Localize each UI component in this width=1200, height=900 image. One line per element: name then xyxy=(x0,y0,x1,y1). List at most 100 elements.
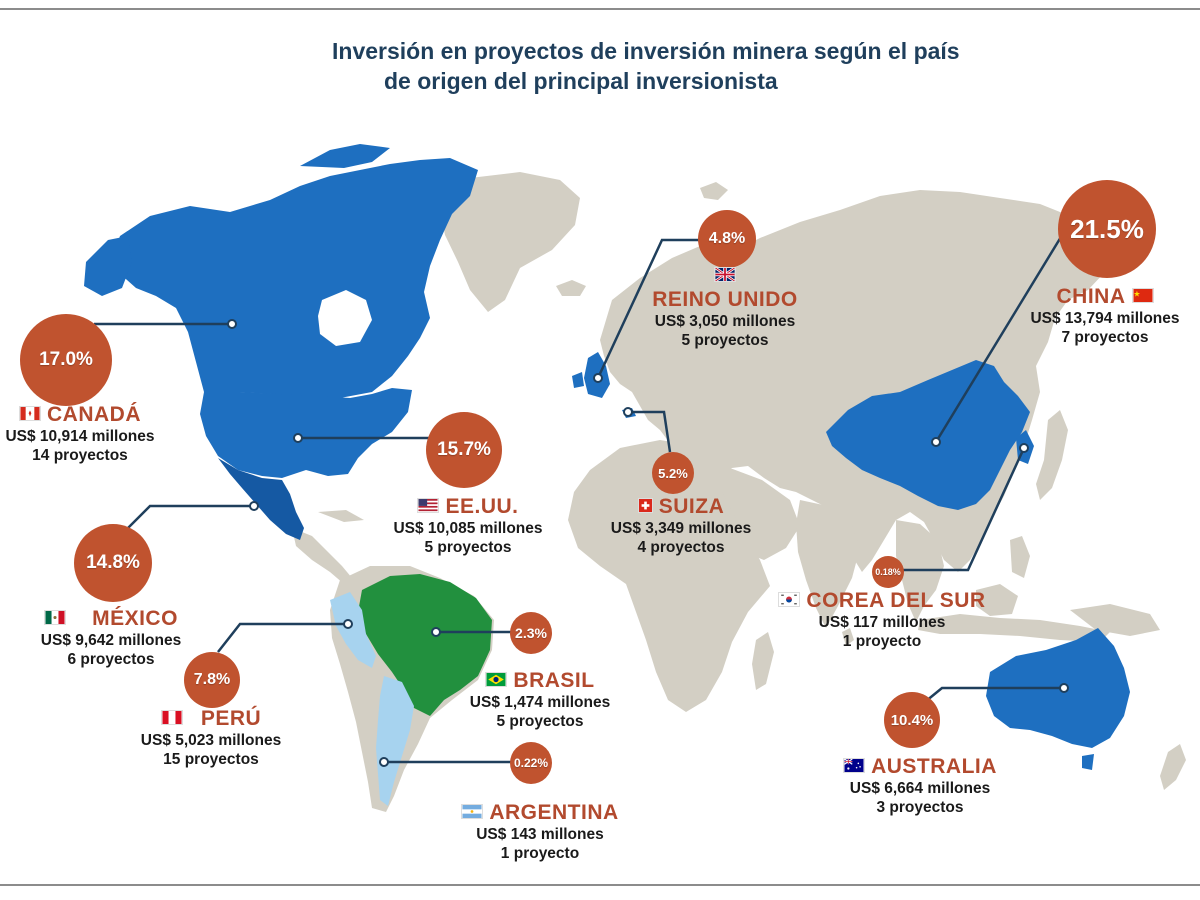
brazil-label: BRASIL US$ 1,474 millones 5 proyectos xyxy=(440,668,640,731)
korea-name-text: COREA DEL SUR xyxy=(806,589,986,612)
uk-leader xyxy=(596,238,700,379)
usa-dot xyxy=(293,433,303,443)
china-dot xyxy=(931,437,941,447)
argentina-dot xyxy=(379,757,389,767)
uk-flag-icon xyxy=(714,267,736,283)
peru-bubble: 7.8% xyxy=(184,652,240,708)
leader-dots xyxy=(227,319,1069,767)
suiza-projects: 4 proyectos xyxy=(637,539,725,556)
china-projects: 7 proyectos xyxy=(1061,329,1149,346)
canada-amount: US$ 10,914 millones xyxy=(5,428,155,445)
canada-flag-icon xyxy=(19,405,41,421)
australia-flag-icon xyxy=(843,757,866,773)
mexico-amount: US$ 9,642 millones xyxy=(40,632,182,649)
mexico-shape xyxy=(218,458,304,540)
central-america-shape xyxy=(292,528,352,584)
uk-name: REINO UNIDO xyxy=(652,288,798,311)
argentina-amount: US$ 143 millones xyxy=(476,826,604,843)
suiza-name-text: SUIZA xyxy=(658,495,725,518)
korea-projects: 1 proyecto xyxy=(842,633,922,650)
hudson-bay-shape xyxy=(318,290,372,346)
new-zealand-shape xyxy=(1160,744,1186,790)
argentina-name: ARGENTINA xyxy=(430,800,650,825)
brazil-projects: 5 proyectos xyxy=(496,713,584,730)
borneo-shape xyxy=(976,584,1018,616)
uk-label: REINO UNIDO US$ 3,050 millones 5 proyect… xyxy=(630,267,820,350)
bottom-frame-line xyxy=(0,884,1200,886)
leader-lines xyxy=(94,231,1066,764)
sri-lanka-shape xyxy=(842,628,854,646)
indonesia-shape xyxy=(918,614,1110,642)
japan-shape xyxy=(1036,410,1068,500)
title-line-2: de origen del principal inversionista xyxy=(384,68,778,94)
peru-label: PERÚ US$ 5,023 millones 15 proyectos xyxy=(116,706,306,769)
brazil-amount: US$ 1,474 millones xyxy=(469,694,611,711)
mexico-dot xyxy=(249,501,259,511)
canada-name: CANADÁ xyxy=(0,402,160,427)
australia-dot xyxy=(1059,683,1069,693)
brazil-name-text: BRASIL xyxy=(513,669,595,692)
korea-dot xyxy=(1019,443,1029,453)
china-shape xyxy=(826,360,1030,510)
ireland-shape xyxy=(572,372,584,388)
china-bubble: 21.5% xyxy=(1058,180,1156,278)
canada-shape xyxy=(114,158,478,398)
africa-shape xyxy=(568,440,770,712)
cuba-shape xyxy=(318,510,364,522)
usa-flag-icon xyxy=(417,497,440,513)
mexico-label: MÉXICO US$ 9,642 millones 6 proyectos xyxy=(6,606,216,669)
svalbard-shape xyxy=(700,182,728,200)
usa-bubble: 15.7% xyxy=(426,412,502,488)
australia-name-text: AUSTRALIA xyxy=(871,755,997,778)
argentina-label: ARGENTINA US$ 143 millones 1 proyecto xyxy=(430,800,650,863)
mexico-projects: 6 proyectos xyxy=(67,651,155,668)
mexico-name: MÉXICO xyxy=(6,606,216,631)
usa-amount: US$ 10,085 millones xyxy=(393,520,543,537)
china-name-text: CHINA xyxy=(1056,285,1126,308)
usa-label: EE.UU. US$ 10,085 millones 5 proyectos xyxy=(368,494,568,557)
peru-amount: US$ 5,023 millones xyxy=(140,732,282,749)
usa-projects: 5 proyectos xyxy=(424,539,512,556)
peru-projects: 15 proyectos xyxy=(163,751,259,768)
canada-name-text: CANADÁ xyxy=(47,403,141,426)
brazil-bubble: 2.3% xyxy=(510,612,552,654)
top-frame-line xyxy=(0,8,1200,10)
brazil-dot xyxy=(431,627,441,637)
argentina-flag-icon xyxy=(461,803,484,819)
mexico-bubble: 14.8% xyxy=(74,524,152,602)
usa-shape xyxy=(200,388,412,478)
iceland-shape xyxy=(556,280,586,296)
mexico-flag-icon xyxy=(44,609,67,625)
peru-name: PERÚ xyxy=(116,706,306,731)
korea-bubble: 0.18% xyxy=(872,556,904,588)
china-flag-icon xyxy=(1131,287,1154,303)
canada-bubble: 17.0% xyxy=(20,314,112,406)
australia-name: AUSTRALIA xyxy=(820,754,1020,779)
investor-countries xyxy=(84,144,1130,770)
argentina-bubble: 0.22% xyxy=(510,742,552,784)
map-title: Inversión en proyectos de inversión mine… xyxy=(250,36,1052,96)
china-amount: US$ 13,794 millones xyxy=(1030,310,1180,327)
usa-name: EE.UU. xyxy=(368,494,568,519)
australia-projects: 3 proyectos xyxy=(876,799,964,816)
mexico-name-text: MÉXICO xyxy=(92,607,178,630)
brazil-name: BRASIL xyxy=(440,668,640,693)
suiza-amount: US$ 3,349 millones xyxy=(610,520,752,537)
peru-flag-icon xyxy=(160,709,183,725)
uk-amount: US$ 3,050 millones xyxy=(654,313,796,330)
brazil-flag-icon xyxy=(485,671,508,687)
suiza-dot xyxy=(623,407,633,417)
korea-label: COREA DEL SUR US$ 117 millones 1 proyect… xyxy=(772,588,992,651)
korea-leader xyxy=(898,447,1026,572)
argentina-name-text: ARGENTINA xyxy=(489,801,619,824)
canada-projects: 14 proyectos xyxy=(32,447,128,464)
uk-projects: 5 proyectos xyxy=(681,332,769,349)
australia-amount: US$ 6,664 millones xyxy=(849,780,991,797)
usa-name-text: EE.UU. xyxy=(445,495,519,518)
new-guinea-shape xyxy=(1070,604,1160,636)
switzerland-flag-icon xyxy=(637,497,653,513)
suiza-leader xyxy=(628,410,672,453)
title-line-1: Inversión en proyectos de inversión mine… xyxy=(332,38,960,64)
korea-name: COREA DEL SUR xyxy=(772,588,992,613)
